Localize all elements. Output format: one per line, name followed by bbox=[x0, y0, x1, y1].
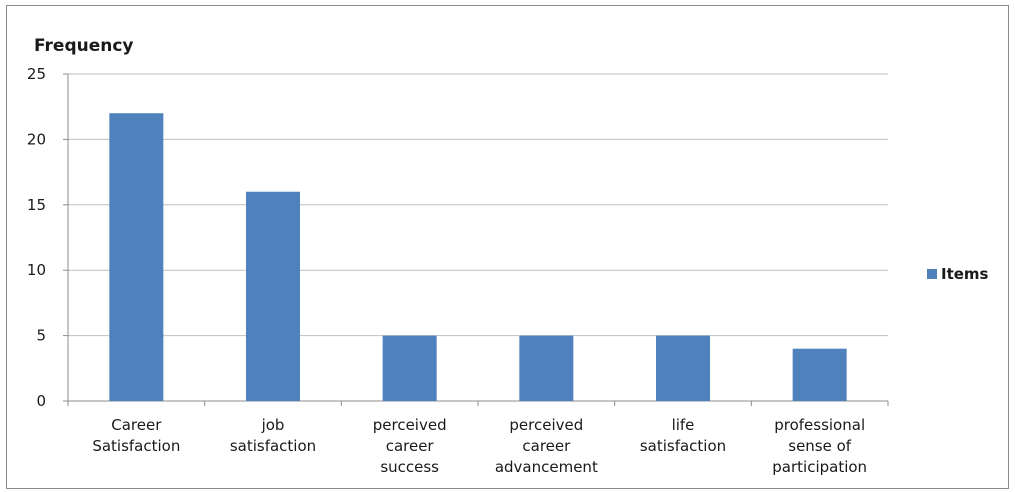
gridlines bbox=[68, 73, 888, 337]
x-tick-label: Career Satisfaction bbox=[92, 416, 180, 455]
y-tick-label: 15 bbox=[27, 196, 46, 214]
y-tick-label: 5 bbox=[36, 327, 46, 345]
x-tick-label: perceived career advancement bbox=[495, 416, 598, 476]
y-axis-label: Frequency bbox=[34, 36, 134, 56]
y-tick-label: 20 bbox=[27, 130, 46, 148]
bars bbox=[109, 113, 847, 402]
x-tick-label: professional sense of participation bbox=[772, 416, 867, 476]
chart-frame bbox=[6, 5, 1009, 489]
x-tick-label: job satisfaction bbox=[230, 416, 316, 455]
bar-4 bbox=[656, 335, 710, 401]
bar-5 bbox=[792, 348, 847, 401]
axes bbox=[63, 73, 889, 406]
bar-2 bbox=[382, 335, 437, 401]
legend-label: Items bbox=[941, 265, 989, 283]
y-tick-label: 0 bbox=[36, 392, 46, 410]
legend-swatch bbox=[927, 269, 937, 279]
y-tick-label: 10 bbox=[27, 261, 46, 279]
bar-1 bbox=[246, 191, 300, 401]
bar-3 bbox=[519, 335, 574, 401]
bar-0 bbox=[109, 113, 164, 402]
y-tick-label: 25 bbox=[27, 65, 46, 83]
axis-labels: 0 5 10 15 20 25 Career Satisfaction job satisfact… bbox=[27, 65, 867, 476]
x-tick-label: perceived career success bbox=[373, 416, 447, 476]
x-tick-label: life satisfaction bbox=[640, 416, 726, 455]
legend: Items bbox=[927, 265, 989, 283]
